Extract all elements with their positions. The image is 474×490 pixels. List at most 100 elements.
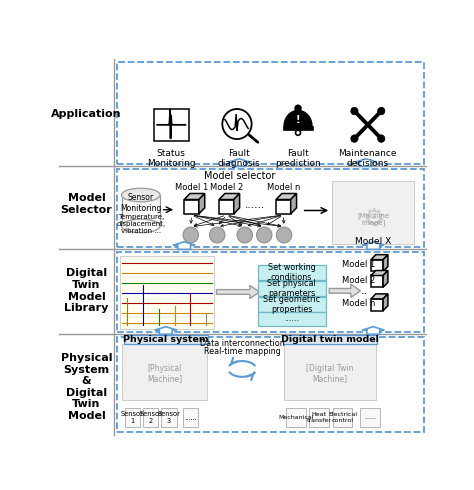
Polygon shape — [355, 159, 377, 166]
Polygon shape — [371, 255, 388, 260]
Polygon shape — [371, 294, 388, 299]
Circle shape — [256, 227, 272, 243]
Text: Heat
transfer: Heat transfer — [306, 412, 331, 423]
Text: Model
Selector: Model Selector — [61, 193, 112, 215]
FancyBboxPatch shape — [332, 181, 414, 244]
Circle shape — [351, 135, 358, 142]
Text: Model n: Model n — [267, 183, 300, 193]
FancyBboxPatch shape — [283, 335, 377, 343]
Ellipse shape — [121, 219, 160, 233]
Polygon shape — [217, 285, 259, 298]
FancyBboxPatch shape — [161, 408, 177, 427]
Text: Fault
diagnosis: Fault diagnosis — [217, 149, 260, 169]
Polygon shape — [155, 327, 177, 334]
Polygon shape — [228, 159, 250, 166]
Text: Status
Monitoring: Status Monitoring — [147, 149, 196, 169]
Text: ⚙: ⚙ — [362, 207, 384, 231]
Circle shape — [351, 107, 358, 115]
Text: Model 1: Model 1 — [342, 260, 375, 269]
Text: Application: Application — [51, 108, 122, 119]
FancyBboxPatch shape — [371, 275, 383, 287]
FancyBboxPatch shape — [371, 260, 383, 271]
Text: ......: ...... — [364, 415, 376, 420]
Text: [Digital Twin
Machine]: [Digital Twin Machine] — [306, 364, 354, 384]
Text: Set geometric
properties: Set geometric properties — [263, 294, 320, 314]
Text: Model 1: Model 1 — [175, 183, 208, 193]
Text: Model 2: Model 2 — [342, 276, 375, 285]
Text: Mechanical: Mechanical — [278, 415, 314, 420]
Polygon shape — [234, 194, 240, 214]
Polygon shape — [184, 194, 205, 199]
Circle shape — [237, 227, 253, 243]
Text: Model n: Model n — [342, 299, 375, 308]
Circle shape — [378, 107, 385, 115]
Polygon shape — [173, 242, 195, 249]
Polygon shape — [329, 284, 360, 297]
Text: ......: ...... — [245, 200, 265, 210]
FancyBboxPatch shape — [258, 297, 326, 312]
Text: Fault
prediction: Fault prediction — [275, 149, 321, 169]
Text: Set physical
parameters: Set physical parameters — [267, 279, 316, 298]
FancyBboxPatch shape — [184, 199, 199, 214]
Polygon shape — [363, 242, 384, 249]
Text: [Physical
Machine]: [Physical Machine] — [147, 364, 182, 384]
Text: Real-time mapping: Real-time mapping — [204, 347, 281, 356]
Text: Model selector: Model selector — [203, 171, 275, 181]
Polygon shape — [219, 194, 240, 199]
Polygon shape — [363, 327, 384, 334]
FancyBboxPatch shape — [120, 256, 213, 329]
FancyBboxPatch shape — [283, 126, 313, 130]
Circle shape — [378, 135, 385, 142]
FancyBboxPatch shape — [371, 299, 383, 311]
Ellipse shape — [121, 188, 160, 202]
Circle shape — [295, 105, 301, 112]
Text: Sensor
3: Sensor 3 — [158, 411, 181, 424]
Text: Sensor
Monitoring: Sensor Monitoring — [120, 193, 162, 213]
Text: Data interconnection: Data interconnection — [200, 339, 284, 348]
Text: Digital twin model: Digital twin model — [281, 335, 379, 344]
FancyBboxPatch shape — [124, 335, 208, 343]
Text: Model 2: Model 2 — [210, 183, 243, 193]
Text: Digital
Twin
Model
Library: Digital Twin Model Library — [64, 269, 109, 313]
FancyBboxPatch shape — [121, 195, 160, 226]
Polygon shape — [383, 255, 388, 271]
FancyBboxPatch shape — [286, 408, 306, 427]
Text: ..: .. — [361, 286, 368, 296]
FancyBboxPatch shape — [143, 408, 158, 427]
FancyBboxPatch shape — [183, 408, 199, 427]
Text: Physical
System
&
Digital
Twin
Model: Physical System & Digital Twin Model — [61, 353, 112, 421]
Polygon shape — [199, 194, 205, 214]
Circle shape — [210, 227, 225, 243]
Text: Maintenance
decisions: Maintenance decisions — [338, 149, 397, 169]
FancyBboxPatch shape — [258, 265, 326, 279]
Text: Temperature,
displacement,
vibration ...: Temperature, displacement, vibration ... — [116, 214, 165, 234]
Polygon shape — [371, 270, 388, 275]
Polygon shape — [383, 270, 388, 287]
Text: Sensor
1: Sensor 1 — [121, 411, 144, 424]
FancyBboxPatch shape — [154, 109, 189, 141]
Circle shape — [183, 227, 199, 243]
FancyBboxPatch shape — [284, 344, 376, 400]
FancyBboxPatch shape — [219, 199, 234, 214]
FancyBboxPatch shape — [125, 408, 140, 427]
Polygon shape — [291, 194, 297, 214]
Text: ......: ...... — [184, 415, 197, 420]
FancyBboxPatch shape — [360, 408, 380, 427]
Text: Physical system: Physical system — [123, 335, 209, 344]
FancyBboxPatch shape — [276, 199, 291, 214]
Circle shape — [276, 227, 292, 243]
Polygon shape — [276, 194, 297, 199]
FancyBboxPatch shape — [122, 344, 207, 400]
Text: Electrical
control: Electrical control — [328, 412, 357, 423]
Text: Sensor
2: Sensor 2 — [139, 411, 162, 424]
Polygon shape — [284, 111, 312, 126]
FancyBboxPatch shape — [258, 281, 326, 296]
FancyBboxPatch shape — [333, 408, 352, 427]
Text: ......: ...... — [284, 314, 299, 323]
FancyBboxPatch shape — [258, 312, 326, 326]
Text: Model X: Model X — [355, 237, 392, 246]
Text: Set working
conditions: Set working conditions — [268, 263, 316, 282]
Text: !: ! — [296, 115, 300, 125]
FancyBboxPatch shape — [309, 408, 328, 427]
Polygon shape — [383, 294, 388, 311]
